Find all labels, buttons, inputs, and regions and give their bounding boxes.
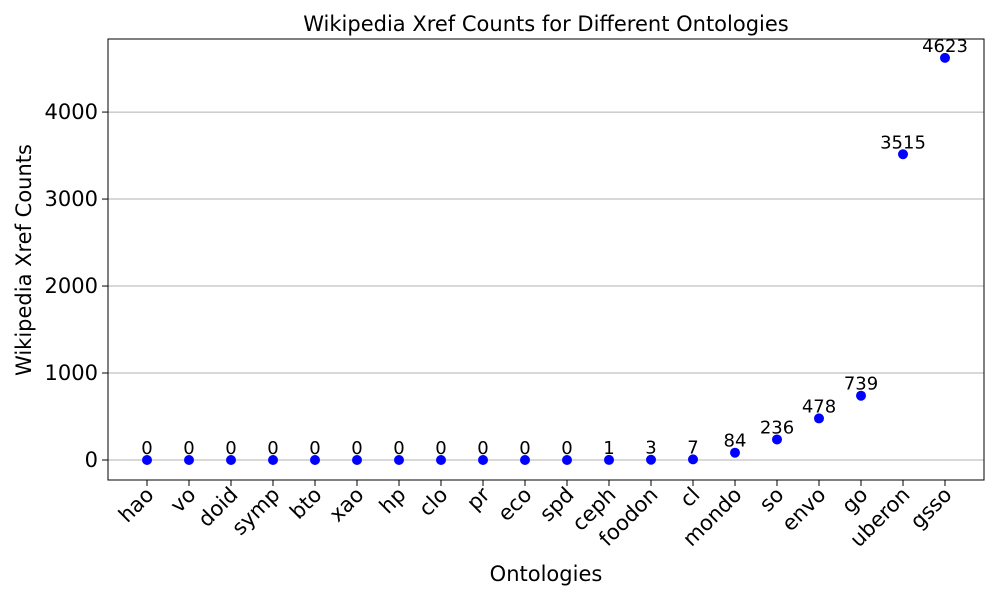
data-label-uberon: 3515 bbox=[880, 132, 926, 153]
data-label-pr: 0 bbox=[477, 438, 488, 459]
x-tick-label: bto bbox=[285, 483, 326, 524]
data-label-go: 739 bbox=[844, 374, 878, 395]
data-point-hp bbox=[394, 454, 404, 465]
data-point-eco bbox=[520, 454, 530, 465]
chart-title: Wikipedia Xref Counts for Different Onto… bbox=[303, 12, 789, 36]
y-tick-label: 0 bbox=[85, 448, 98, 472]
data-point-xao bbox=[352, 454, 362, 465]
data-label-mondo: 84 bbox=[724, 431, 747, 452]
data-labels: 0 0 0 0 0 0 0 0 0 0 0 1 3 7 84 236 478 739 3515 4623 bbox=[141, 36, 968, 459]
data-points bbox=[142, 52, 950, 465]
data-point-pr bbox=[478, 454, 488, 465]
x-tick-label: pr bbox=[462, 482, 495, 515]
data-point-cl bbox=[688, 454, 698, 465]
x-tick-label: xao bbox=[325, 483, 369, 527]
data-label-xao: 0 bbox=[351, 438, 362, 459]
data-label-foodon: 3 bbox=[645, 438, 656, 459]
data-point-envo bbox=[814, 413, 824, 424]
data-label-doid: 0 bbox=[225, 438, 236, 459]
x-tick-label: hp bbox=[375, 483, 411, 519]
data-label-vo: 0 bbox=[183, 438, 194, 459]
data-label-ceph: 1 bbox=[603, 438, 614, 459]
data-label-eco: 0 bbox=[519, 438, 530, 459]
data-label-envo: 478 bbox=[802, 396, 836, 417]
data-point-clo bbox=[436, 454, 446, 465]
y-tick-label: 4000 bbox=[45, 100, 98, 124]
x-tick-label: eco bbox=[493, 483, 536, 526]
y-tick-label: 3000 bbox=[45, 187, 98, 211]
data-point-symp bbox=[268, 454, 278, 465]
data-point-bto bbox=[310, 454, 320, 465]
data-point-hao bbox=[142, 454, 152, 465]
data-label-bto: 0 bbox=[309, 438, 320, 459]
data-point-vo bbox=[184, 454, 194, 465]
data-point-gsso bbox=[940, 52, 950, 63]
x-tick-label: clo bbox=[414, 483, 452, 521]
data-point-go bbox=[856, 390, 866, 401]
data-label-so: 236 bbox=[760, 417, 794, 438]
data-label-hao: 0 bbox=[141, 438, 152, 459]
data-point-so bbox=[772, 434, 782, 445]
y-tick-label: 1000 bbox=[45, 361, 98, 385]
x-tick-label: envo bbox=[777, 483, 830, 536]
data-label-cl: 7 bbox=[687, 437, 698, 458]
data-point-doid bbox=[226, 454, 236, 465]
x-axis-label: Ontologies bbox=[490, 562, 603, 586]
y-ticks: 0 1000 2000 3000 4000 bbox=[45, 100, 108, 472]
y-tick-label: 2000 bbox=[45, 274, 98, 298]
y-axis-label: Wikipedia Xref Counts bbox=[12, 144, 36, 376]
data-label-gsso: 4623 bbox=[922, 36, 968, 57]
plot-frame bbox=[107, 38, 985, 481]
x-tick-label: cl bbox=[675, 483, 704, 512]
data-label-spd: 0 bbox=[561, 438, 572, 459]
data-point-foodon bbox=[646, 454, 656, 465]
x-tick-label: symp bbox=[227, 483, 284, 540]
x-tick-label: hao bbox=[114, 483, 159, 528]
data-label-clo: 0 bbox=[435, 438, 446, 459]
x-tick-label: gsso bbox=[906, 483, 957, 534]
data-point-spd bbox=[562, 454, 572, 465]
data-point-uberon bbox=[898, 149, 908, 160]
data-point-mondo bbox=[730, 447, 740, 458]
data-label-hp: 0 bbox=[393, 438, 404, 459]
data-label-symp: 0 bbox=[267, 438, 278, 459]
data-point-ceph bbox=[604, 454, 614, 465]
grid-layer bbox=[108, 111, 984, 461]
